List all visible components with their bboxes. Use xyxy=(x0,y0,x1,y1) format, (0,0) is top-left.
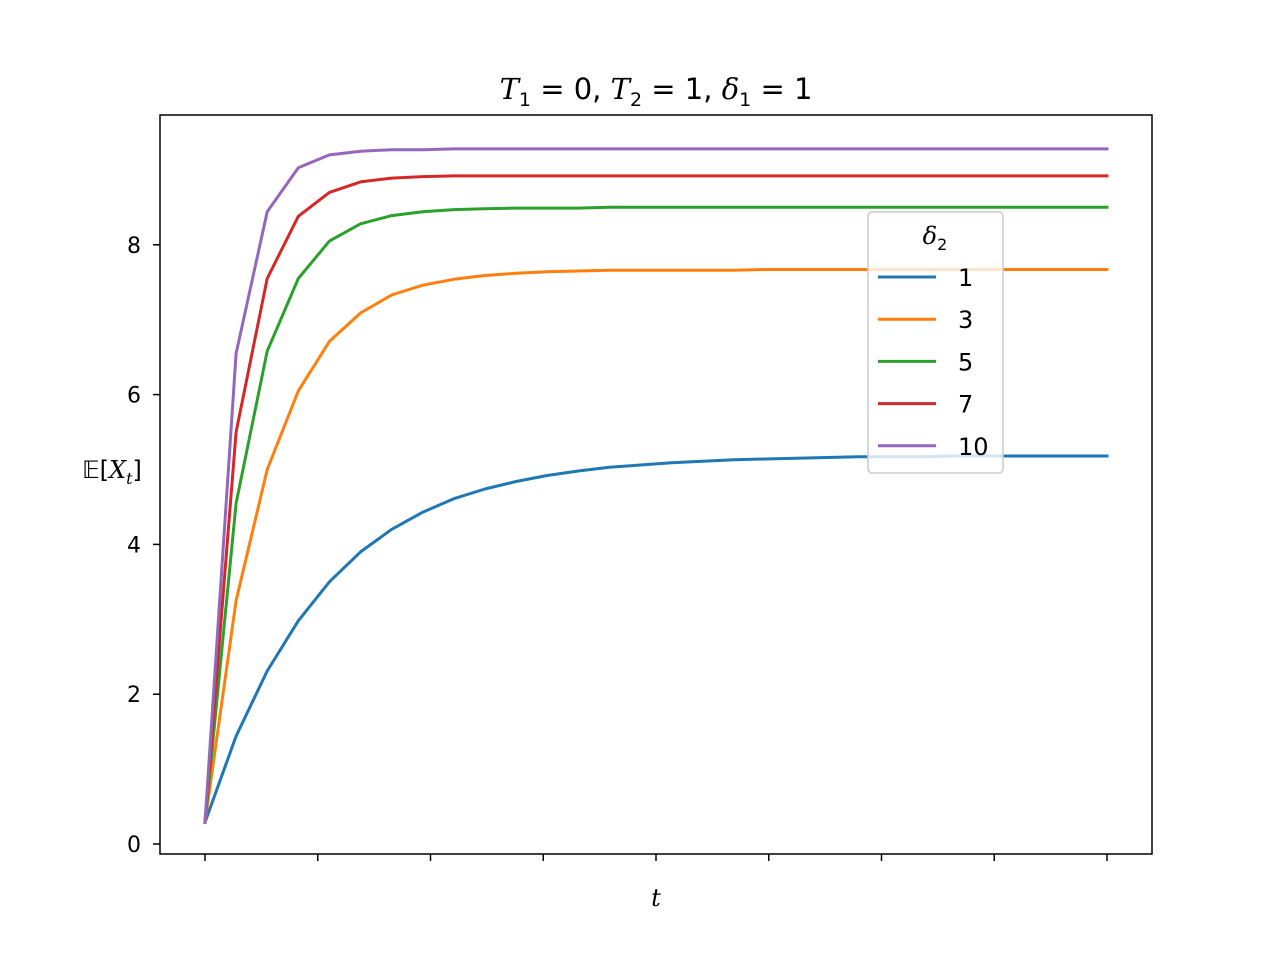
legend-label-10: 10 xyxy=(958,433,989,461)
y-tick-label: 2 xyxy=(127,683,141,708)
y-tick-label: 4 xyxy=(127,533,141,558)
y-tick-label: 6 xyxy=(127,384,141,409)
legend: δ2 1 3 5 7 10 xyxy=(867,211,1004,474)
y-tick-label: 0 xyxy=(127,833,141,858)
legend-title: δ2 xyxy=(923,222,948,254)
series-line-10 xyxy=(203,147,1109,824)
x-axis xyxy=(204,854,1108,861)
y-axis: 0 2 4 6 8 xyxy=(127,234,160,858)
legend-label-5: 5 xyxy=(958,348,973,376)
x-axis-label: t xyxy=(651,884,661,912)
legend-items: 1 3 5 7 10 xyxy=(878,264,989,461)
series-line-7 xyxy=(203,174,1109,824)
plot-frame xyxy=(159,114,1153,855)
legend-label-3: 3 xyxy=(958,306,973,334)
series-line-5 xyxy=(203,205,1109,824)
legend-label-7: 7 xyxy=(958,391,973,419)
legend-label-1: 1 xyxy=(958,264,973,292)
y-axis-label: 𝔼[Xt] xyxy=(82,456,142,488)
y-tick-label: 8 xyxy=(127,234,141,259)
chart-title: T1 = 0, T2 = 1, δ1 = 1 xyxy=(500,72,813,111)
